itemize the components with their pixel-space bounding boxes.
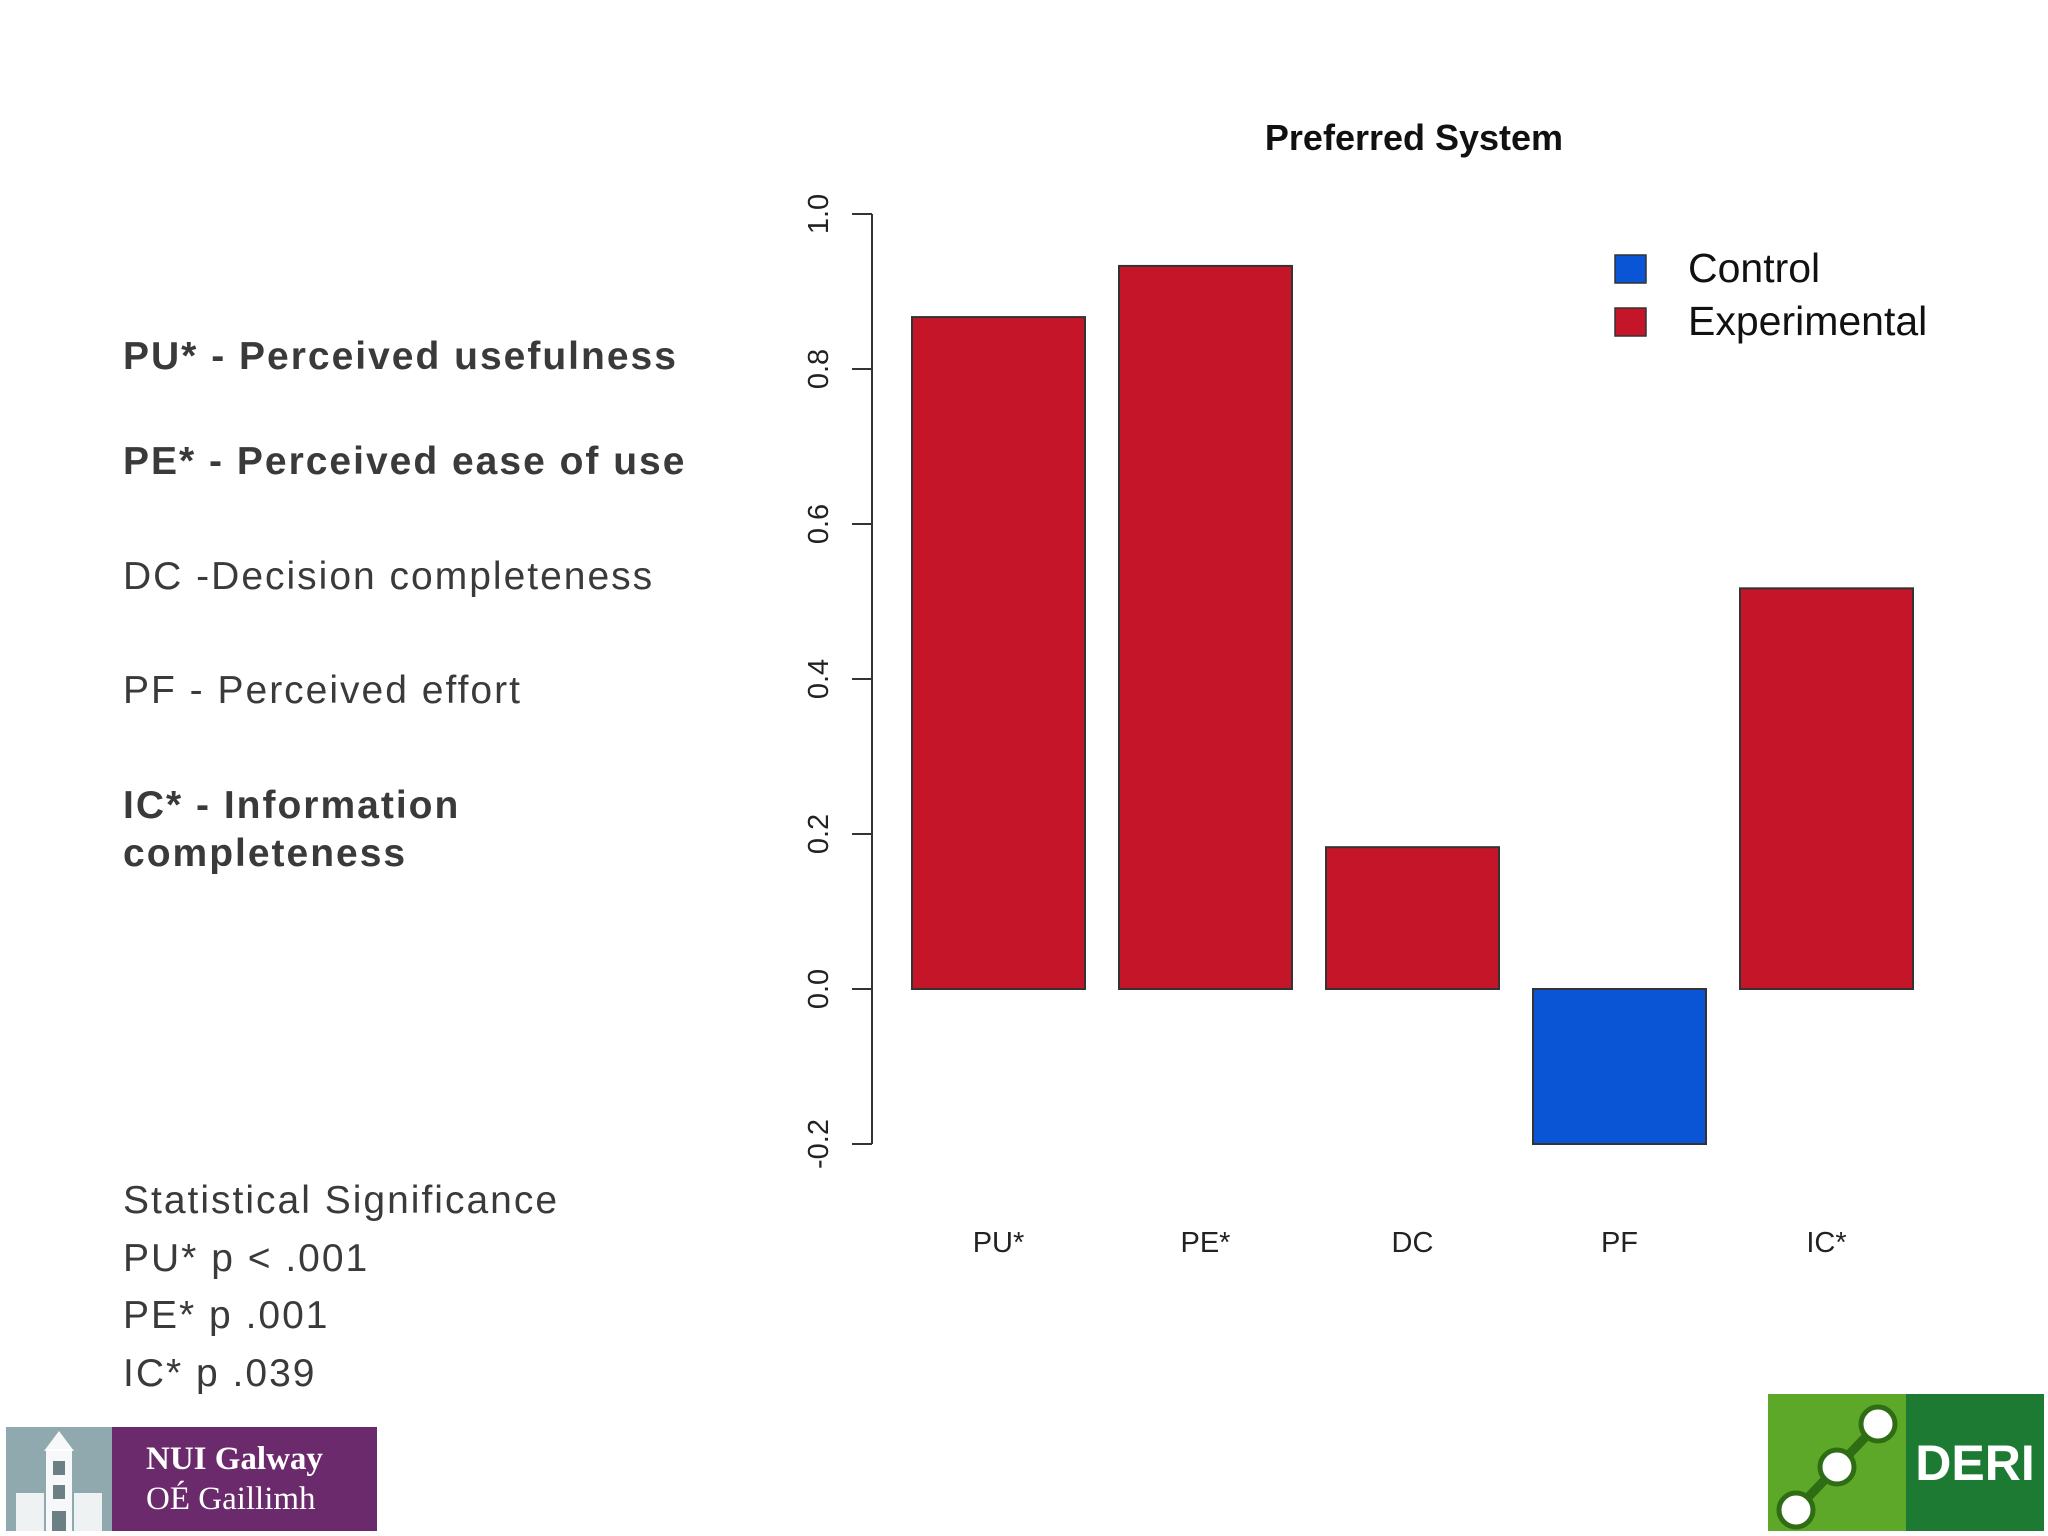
legend-label-control: Control <box>1688 245 1820 291</box>
stats-line-pe: PE* p .001 <box>123 1294 330 1337</box>
university-building-icon <box>6 1427 112 1531</box>
definition-item: PU* - Perceived usefulness <box>123 335 678 378</box>
definition-item: PE* - Perceived ease of use <box>123 440 687 483</box>
legend-swatch-experimental <box>1614 307 1647 337</box>
y-tick-label: 0.0 <box>803 969 835 1009</box>
y-tick-label: 1.0 <box>803 194 835 234</box>
deri-logo: DERI <box>1768 1394 2044 1531</box>
stats-line-ic: IC* p .039 <box>123 1351 317 1395</box>
bar-dc <box>1325 846 1500 990</box>
nui-galway-logo: NUI Galway OÉ Gaillimh <box>6 1427 377 1531</box>
y-tick-label: 0.2 <box>803 814 835 854</box>
bar-pf <box>1532 988 1707 1145</box>
stats-heading: Statistical Significance <box>123 1179 560 1222</box>
nui-logo-line2: OÉ Gaillimh <box>146 1481 316 1517</box>
nui-logo-line1: NUI Galway <box>146 1441 323 1477</box>
bar-ic <box>1739 587 1914 990</box>
bar-pe <box>1118 264 1293 990</box>
x-tick-label: PE* <box>1181 1227 1231 1259</box>
y-axis: -0.2 0.0 0.2 0.4 0.6 0.8 1.0 <box>803 194 873 1169</box>
x-tick-label: IC* <box>1806 1227 1846 1259</box>
definition-item: DC -Decision completeness <box>123 555 655 598</box>
statistical-significance: Statistical Significance PU* p < .001 PE… <box>123 1172 559 1402</box>
connected-nodes-icon <box>1768 1394 1906 1531</box>
x-axis-labels: PU* PE* DC PF IC* <box>973 1227 1847 1259</box>
y-tick-label: -0.2 <box>803 1119 835 1169</box>
definition-item: PF - Perceived effort <box>123 669 522 712</box>
bars <box>911 264 1914 1145</box>
legend-label-experimental: Experimental <box>1688 298 1927 344</box>
deri-logo-text: DERI <box>1906 1394 2044 1531</box>
y-tick-label: 0.8 <box>803 349 835 389</box>
bar-pu <box>911 316 1086 990</box>
y-tick-label: 0.4 <box>803 659 835 699</box>
legend-swatch-control <box>1614 254 1647 284</box>
chart-title: Preferred System <box>1265 117 1563 158</box>
y-tick-label: 0.6 <box>803 504 835 544</box>
definition-item: IC* - Information completeness <box>123 784 461 875</box>
legend: Control Experimental <box>1614 245 1927 344</box>
stats-line-pu: PU* p < .001 <box>123 1236 370 1280</box>
x-tick-label: PU* <box>973 1227 1025 1259</box>
x-tick-label: DC <box>1392 1227 1434 1259</box>
x-tick-label: PF <box>1601 1227 1638 1259</box>
